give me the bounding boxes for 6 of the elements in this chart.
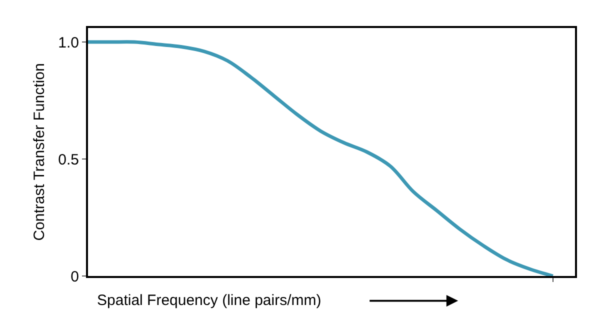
- y-tick-label: 0.5: [58, 151, 79, 168]
- y-tick-label: 1.0: [58, 34, 79, 52]
- y-axis-title: Contrast Transfer Function: [30, 63, 48, 241]
- line-series: [88, 40, 555, 276]
- x-axis-title: Spatial Frequency (line pairs/mm): [97, 292, 322, 309]
- y-tick-label: 0: [70, 268, 79, 286]
